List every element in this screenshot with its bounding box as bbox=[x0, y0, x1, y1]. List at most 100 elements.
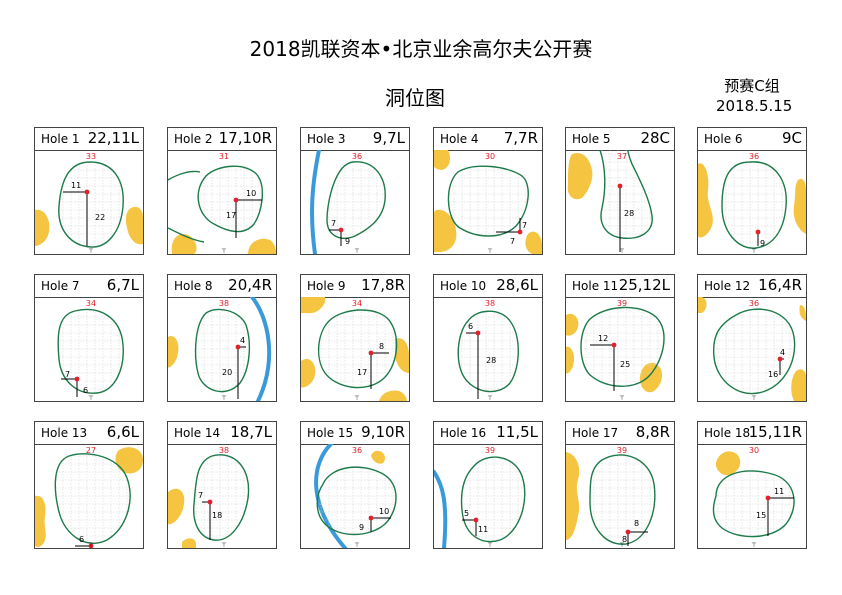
hole-card: Hole 1 22,11L ⊤ 33 11 22 bbox=[34, 127, 144, 255]
side-distance-label: 8 bbox=[379, 342, 384, 351]
pin-marker bbox=[368, 515, 374, 521]
side-distance-label: 7 bbox=[331, 219, 336, 228]
hole-card: Hole 3 9,7L ⊤ 36 7 9 bbox=[300, 127, 410, 255]
sand-bunker bbox=[639, 362, 663, 393]
hole-name: Hole 18 bbox=[704, 426, 751, 440]
hole-header: Hole 2 17,10R bbox=[168, 128, 276, 151]
sand-bunker bbox=[301, 297, 326, 314]
green-grid bbox=[590, 454, 655, 545]
green-diagram: ⊤ 37 28 bbox=[567, 150, 653, 254]
pin-position: 25,12L bbox=[618, 276, 670, 294]
sand-bunker bbox=[182, 538, 196, 548]
page-title: 2018凯联资本•北京业余高尔夫公开赛 bbox=[249, 37, 593, 61]
sand-bunker bbox=[379, 390, 407, 401]
pin-position: 8,8R bbox=[635, 423, 670, 441]
hole-card: Hole 16 11,5L ⊤ 39 5 11 bbox=[433, 421, 543, 549]
approach-marker: ⊤ bbox=[221, 542, 226, 548]
sand-bunker bbox=[301, 358, 316, 388]
hole-header: Hole 3 9,7L bbox=[301, 128, 409, 151]
pin-marker bbox=[765, 495, 771, 501]
depth-distance-label: 18 bbox=[212, 511, 222, 520]
page-subtitle: 洞位图 bbox=[385, 86, 445, 110]
green-grid bbox=[58, 309, 124, 394]
depth-distance-label: 6 bbox=[83, 386, 88, 395]
approach-marker: ⊤ bbox=[751, 395, 756, 401]
water-hazard bbox=[310, 150, 321, 254]
pin-marker bbox=[625, 529, 631, 535]
hole-card: Hole 136,6L⊤2766 bbox=[34, 421, 144, 549]
pin-marker bbox=[233, 197, 239, 203]
green-outline bbox=[599, 150, 653, 239]
hole-name: Hole 12 bbox=[704, 279, 751, 293]
approach-marker: ⊤ bbox=[751, 542, 756, 548]
hole-card: Hole 18 15,11R ⊤ 30 11 15 bbox=[697, 421, 807, 549]
green-outline bbox=[457, 310, 519, 393]
green-outline bbox=[460, 456, 526, 543]
green-grid bbox=[318, 310, 397, 388]
approach-marker: ⊤ bbox=[487, 248, 492, 254]
green-outline bbox=[194, 308, 251, 393]
green-outline bbox=[58, 161, 124, 248]
hole-name: Hole 3 bbox=[307, 132, 346, 146]
pin-marker bbox=[338, 227, 344, 233]
group-label: 预赛C组 bbox=[724, 77, 780, 95]
water-hazard bbox=[434, 470, 448, 548]
hole-header: Hole 10 28,6L bbox=[434, 275, 542, 298]
green-depth-label: 39 bbox=[617, 299, 627, 308]
sand-bunker bbox=[698, 163, 713, 238]
pin-marker bbox=[617, 183, 623, 189]
green-outline bbox=[318, 309, 398, 389]
green-outline bbox=[54, 453, 131, 544]
approach-marker: ⊤ bbox=[487, 542, 492, 548]
sand-bunker bbox=[35, 495, 46, 547]
green-outline bbox=[712, 470, 795, 538]
green-grid bbox=[58, 162, 124, 248]
green-depth-label: 27 bbox=[86, 446, 96, 455]
hole-card: Hole 9 17,8R ⊤ 34 8 17 bbox=[300, 274, 410, 402]
side-distance-label: 6 bbox=[468, 322, 473, 331]
sand-bunker bbox=[115, 447, 143, 474]
depth-distance-label: 9 bbox=[359, 523, 364, 532]
hole-header: Hole 7 6,7L bbox=[35, 275, 143, 298]
depth-distance-label: 25 bbox=[620, 360, 630, 369]
approach-marker: ⊤ bbox=[354, 395, 359, 401]
green-edge-line bbox=[168, 170, 201, 181]
pin-marker bbox=[777, 356, 783, 362]
green-grid bbox=[458, 311, 519, 392]
approach-marker: ⊤ bbox=[88, 248, 93, 254]
approach-marker: ⊤ bbox=[354, 248, 359, 254]
green-outline bbox=[580, 306, 665, 387]
depth-distance-label: 22 bbox=[95, 213, 105, 222]
green-depth-label: 33 bbox=[86, 152, 96, 161]
green-diagram: ⊤ 36 79 bbox=[310, 150, 386, 254]
hole-header: Hole 15 9,10R bbox=[301, 422, 409, 445]
green-diagram: ⊤2766 bbox=[35, 446, 143, 548]
depth-distance-label: 28 bbox=[624, 209, 634, 218]
hole-name: Hole 2 bbox=[174, 132, 213, 146]
pin-position: 16,4R bbox=[758, 276, 802, 294]
green-diagram: ⊤ 34 7 6 bbox=[57, 299, 124, 401]
pin-marker bbox=[611, 342, 617, 348]
green-grid bbox=[713, 470, 795, 537]
green-depth-label: 36 bbox=[352, 446, 362, 455]
green-diagram: ⊤ 38 7 18 bbox=[168, 446, 250, 548]
sand-bunker bbox=[168, 335, 179, 368]
green-depth-label: 39 bbox=[485, 446, 495, 455]
pin-position: 9,7L bbox=[372, 129, 405, 147]
side-distance-label: 7 bbox=[198, 491, 203, 500]
green-depth-label: 36 bbox=[749, 299, 759, 308]
approach-marker: ⊤ bbox=[487, 395, 492, 401]
green-outline bbox=[447, 165, 529, 237]
side-distance-label: 7 bbox=[522, 221, 527, 230]
hole-header: Hole 9 17,8R bbox=[301, 275, 409, 298]
sand-bunker bbox=[566, 313, 579, 336]
pin-marker bbox=[74, 376, 80, 382]
hole-header: Hole 14 18,7L bbox=[168, 422, 276, 445]
hole-name: Hole 15 bbox=[307, 426, 354, 440]
green-diagram: ⊤ 30 77 bbox=[434, 150, 542, 254]
green-diagram: ⊤ 30 11 15 bbox=[712, 446, 795, 548]
hole-header: Hole 17 8,8R bbox=[566, 422, 674, 445]
pin-marker bbox=[473, 517, 479, 523]
green-depth-label: 38 bbox=[219, 299, 229, 308]
pin-marker bbox=[207, 499, 213, 505]
